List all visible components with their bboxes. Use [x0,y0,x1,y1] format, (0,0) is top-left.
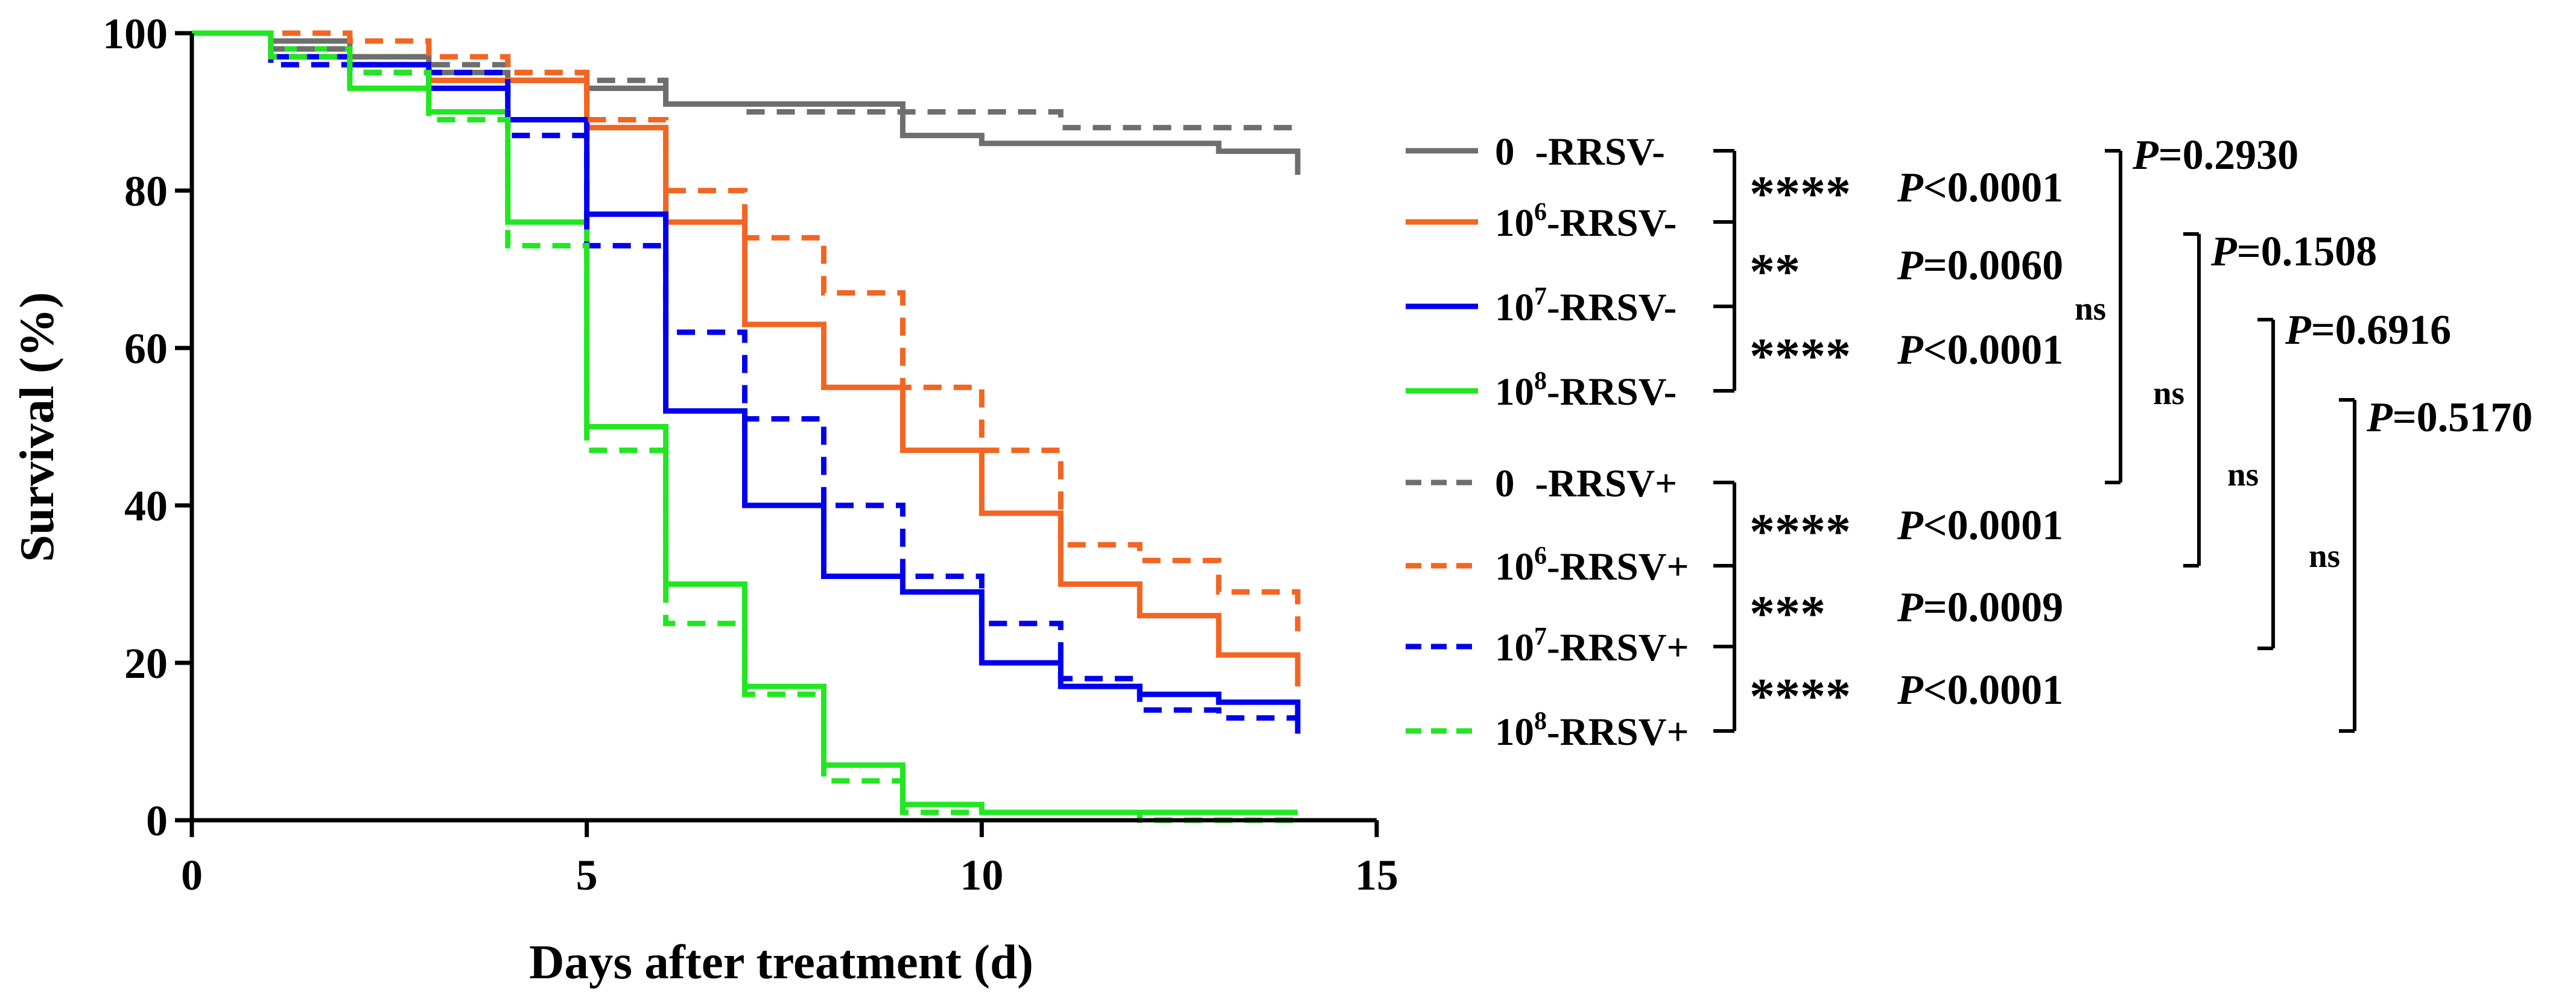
p-value: P<0.0001 [1897,502,2063,549]
ns-label: ns [2153,375,2184,411]
p-value: P<0.0001 [1897,165,2063,211]
legend-label: 106-RRSV- [1495,198,1677,245]
legend-label: 107-RRSV- [1495,283,1677,329]
x-tick-label: 15 [1355,851,1398,899]
ns-label: ns [2075,290,2106,327]
p-value: P=0.0009 [1897,584,2063,631]
pair-p-value: P=0.2930 [2132,132,2298,179]
legend-label: 108-RRSV- [1495,367,1677,414]
legend-label: 0 -RRSV- [1495,130,1665,174]
ns-label: ns [2309,537,2340,574]
y-axis-title: Survival (%) [10,292,64,562]
y-tick-label: 100 [103,10,168,58]
significance-stars: **** [1750,166,1851,222]
series-line [192,30,1298,131]
significance-stars: ** [1750,244,1800,300]
legend-label: 106-RRSV+ [1495,542,1689,589]
p-value: P<0.0001 [1897,667,2063,713]
significance-stars: *** [1750,586,1826,642]
legend: 0 -RRSV- 106-RRSV- 107-RRSV- 108-RRSV- 0 -RRSV… [1406,130,1734,754]
pair-p-value: P=0.1508 [2210,229,2377,275]
p-value: P<0.0001 [1897,327,2063,373]
x-tick-label: 5 [576,851,598,899]
pair-p-value: P=0.6916 [2285,307,2451,353]
ns-label: ns [2227,456,2259,493]
legend-label: 107-RRSV+ [1495,623,1689,669]
y-tick-label: 80 [124,167,168,215]
pair-p-value: P=0.5170 [2366,394,2533,441]
x-tick-label: 0 [181,851,203,899]
y-tick-label: 40 [124,482,168,530]
series-layer [192,30,1301,823]
legend-label: 0 -RRSV+ [1495,462,1677,505]
axes: 0 20 40 60 80 100 0 5 10 15 [103,10,1398,899]
x-tick-label: 10 [960,851,1003,899]
series-line [192,30,1298,823]
significance-stars: **** [1750,668,1851,724]
significance-stars: **** [1750,328,1851,384]
y-tick-label: 0 [146,797,168,845]
y-tick-label: 20 [124,639,168,688]
legend-label: 108-RRSV+ [1495,707,1689,754]
y-tick-label: 60 [124,324,168,373]
x-axis-title: Days after treatment (d) [529,935,1033,989]
p-value: P=0.0060 [1897,242,2063,289]
statistics-annotations: **** P<0.0001 ** P=0.0060 **** P<0.0001 **** P<… [1733,132,2533,733]
significance-stars: **** [1750,504,1851,560]
series-line [192,30,1301,631]
